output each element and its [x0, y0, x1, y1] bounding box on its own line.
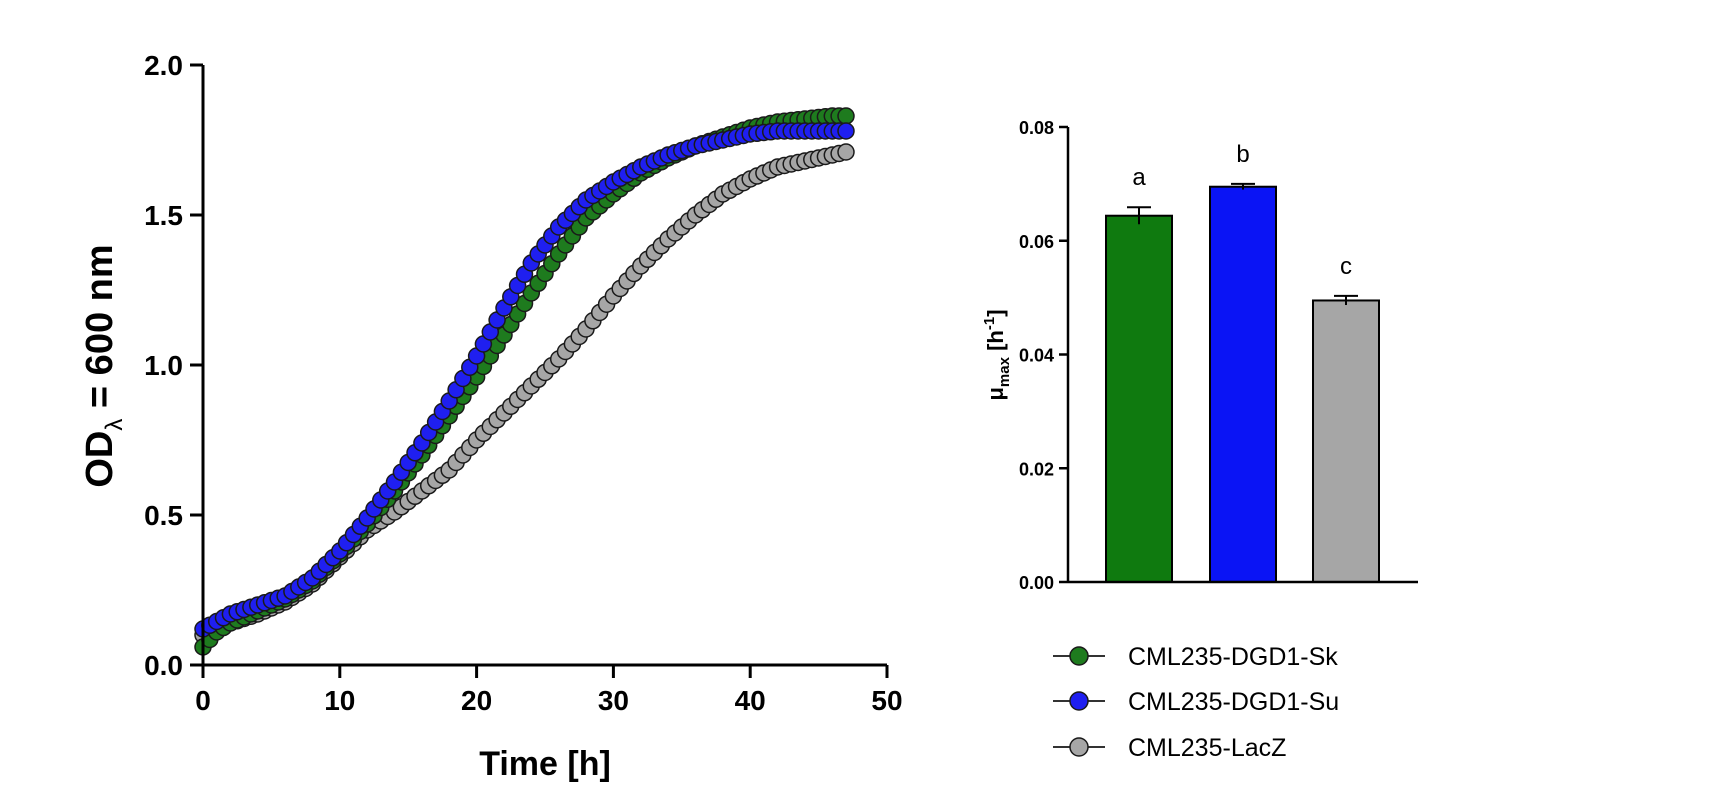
legend-label: CML235-DGD1-Su: [1128, 688, 1339, 716]
x-tick-label: 50: [871, 685, 902, 716]
bar-y-tick-label: 0.08: [1019, 118, 1054, 138]
legend-marker: [1069, 691, 1089, 711]
bar: [1209, 185, 1277, 583]
bar-y-tick-label: 0.06: [1019, 232, 1054, 252]
mu-max-bar-chart: a b c 0.00 0.02 0.04 0.06 0.08 μmax [h-1]: [981, 118, 1418, 593]
series-CML235-LacZ: [194, 143, 855, 644]
significance-letter: a: [1132, 164, 1146, 191]
legend-item: CML235-DGD1-Sk: [1053, 643, 1338, 671]
legend-item: CML235-LacZ: [1053, 734, 1286, 762]
bar-chart-axes: 0.00 0.02 0.04 0.06 0.08: [1019, 118, 1418, 593]
bar-y-tick-label: 0.04: [1019, 346, 1054, 366]
legend-label: CML235-DGD1-Sk: [1128, 643, 1338, 671]
legend-label: CML235-LacZ: [1128, 734, 1286, 762]
y-tick-label: 2.0: [144, 50, 183, 81]
bar-y-tick-label: 0.02: [1019, 459, 1054, 479]
x-axis-title: Time [h]: [479, 745, 611, 783]
x-tick-label: 30: [598, 685, 629, 716]
x-tick-label: 10: [324, 685, 355, 716]
legend-item: CML235-DGD1-Su: [1053, 688, 1339, 716]
y-tick-label: 1.5: [144, 200, 183, 231]
significance-letter: b: [1236, 141, 1249, 168]
bar-chart-bars: a b c: [1105, 141, 1380, 583]
significance-letter: c: [1340, 253, 1352, 280]
bar-y-tick-label: 0.00: [1019, 573, 1054, 593]
bar: [1105, 214, 1173, 583]
x-tick-label: 40: [735, 685, 766, 716]
legend: CML235-DGD1-Sk CML235-DGD1-Su CML235-LacZ: [1053, 643, 1339, 762]
y-tick-label: 1.0: [144, 350, 183, 381]
y-tick-label: 0.5: [144, 500, 183, 531]
x-tick-label: 20: [461, 685, 492, 716]
data-point: [837, 122, 855, 140]
y-axis-title: ODλ = 600 nm: [79, 244, 128, 487]
legend-marker: [1069, 737, 1089, 757]
growth-curve-axes: 0.0 0.5 1.0 1.5 2.0 0 10 20 30 40 50: [144, 50, 903, 716]
growth-curve-chart: 0.0 0.5 1.0 1.5 2.0 0 10 20 30 40 50 Time [h] ODλ …: [79, 50, 903, 783]
legend-marker: [1069, 646, 1089, 666]
growth-curve-points: [194, 107, 855, 656]
data-point: [837, 143, 855, 161]
series-CML235-DGD1-Su: [194, 122, 855, 638]
y-tick-label: 0.0: [144, 650, 183, 681]
data-point: [837, 107, 855, 125]
bar-y-axis-title: μmax [h-1]: [981, 309, 1013, 400]
bar: [1312, 299, 1380, 583]
x-tick-label: 0: [195, 685, 211, 716]
